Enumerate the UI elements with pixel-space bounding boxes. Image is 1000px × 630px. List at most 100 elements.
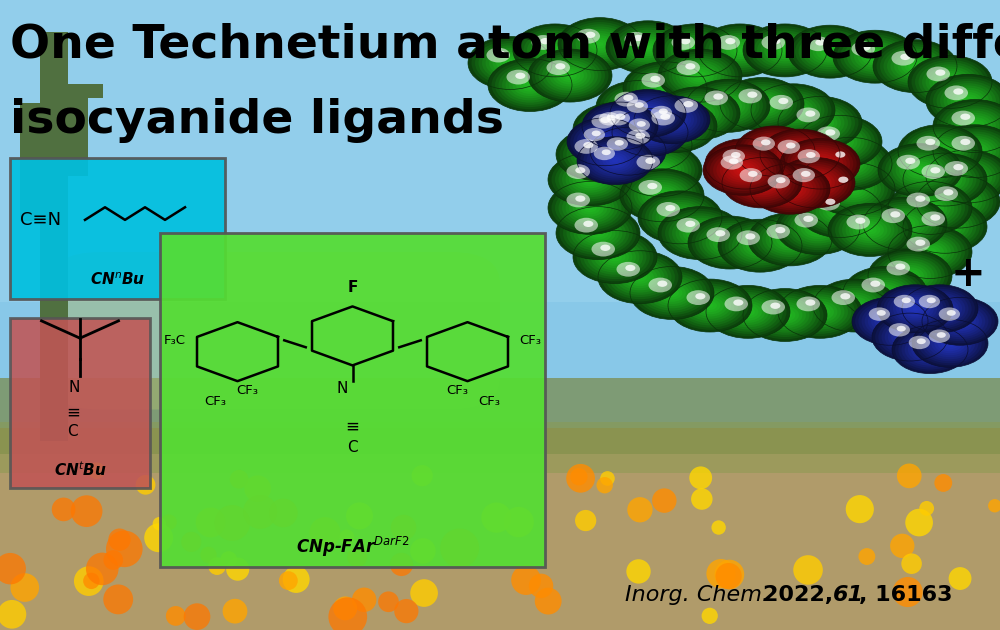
Circle shape <box>826 202 854 220</box>
Circle shape <box>601 248 629 266</box>
Circle shape <box>914 160 976 199</box>
Point <box>540 596 556 606</box>
Circle shape <box>690 227 710 240</box>
Circle shape <box>574 218 598 232</box>
Circle shape <box>778 140 800 154</box>
Circle shape <box>883 289 947 329</box>
Circle shape <box>792 105 848 140</box>
Circle shape <box>625 117 675 148</box>
Circle shape <box>868 249 952 302</box>
Circle shape <box>633 134 668 156</box>
Circle shape <box>637 101 714 151</box>
Circle shape <box>899 299 931 319</box>
Circle shape <box>851 42 875 56</box>
Bar <box>63 84 103 98</box>
Circle shape <box>540 38 550 44</box>
Point <box>275 508 291 518</box>
Circle shape <box>702 225 758 260</box>
Point <box>452 543 468 553</box>
Circle shape <box>658 193 666 198</box>
Circle shape <box>881 208 930 239</box>
Circle shape <box>565 22 635 66</box>
Circle shape <box>620 30 676 65</box>
Circle shape <box>923 180 993 224</box>
Circle shape <box>926 66 974 98</box>
Circle shape <box>917 341 943 358</box>
Circle shape <box>904 333 916 341</box>
Circle shape <box>790 145 850 183</box>
Circle shape <box>572 169 608 190</box>
Circle shape <box>603 85 673 129</box>
Circle shape <box>889 323 910 336</box>
Circle shape <box>668 279 752 332</box>
Circle shape <box>753 137 775 151</box>
Circle shape <box>798 185 882 238</box>
Bar <box>0 0 1000 428</box>
Circle shape <box>895 217 916 230</box>
Circle shape <box>935 306 985 337</box>
Circle shape <box>637 124 663 140</box>
Circle shape <box>668 56 732 96</box>
Circle shape <box>672 215 728 251</box>
Circle shape <box>908 336 952 364</box>
Circle shape <box>930 152 1000 200</box>
Circle shape <box>777 140 823 169</box>
Circle shape <box>944 161 992 192</box>
Circle shape <box>922 325 978 361</box>
Circle shape <box>679 220 721 246</box>
Circle shape <box>479 43 542 83</box>
Circle shape <box>644 101 700 137</box>
Circle shape <box>929 69 971 95</box>
Circle shape <box>626 64 704 113</box>
Bar <box>40 32 68 441</box>
Circle shape <box>615 143 641 159</box>
Circle shape <box>695 293 705 299</box>
Point <box>81 576 97 586</box>
Point <box>189 612 205 622</box>
Circle shape <box>786 142 796 149</box>
Circle shape <box>954 113 996 139</box>
Circle shape <box>926 205 934 210</box>
Circle shape <box>641 43 655 52</box>
Circle shape <box>772 149 778 153</box>
Circle shape <box>759 101 766 106</box>
Circle shape <box>866 199 944 248</box>
Circle shape <box>594 116 636 142</box>
Circle shape <box>662 286 682 300</box>
Circle shape <box>628 100 648 114</box>
Text: CNp-FAr$^{DarF2}$: CNp-FAr$^{DarF2}$ <box>296 535 409 559</box>
Circle shape <box>793 147 847 181</box>
Circle shape <box>665 54 735 98</box>
Circle shape <box>755 178 769 187</box>
Circle shape <box>626 130 650 144</box>
Point <box>317 527 333 537</box>
Circle shape <box>606 137 650 165</box>
Circle shape <box>585 104 655 148</box>
Text: CF₃: CF₃ <box>205 395 227 408</box>
Circle shape <box>555 158 625 202</box>
Circle shape <box>691 109 705 118</box>
Circle shape <box>682 65 718 86</box>
Circle shape <box>840 157 860 171</box>
Circle shape <box>530 35 580 66</box>
Circle shape <box>620 96 656 118</box>
Circle shape <box>950 111 1000 142</box>
Point <box>224 518 240 528</box>
Circle shape <box>555 63 565 69</box>
Circle shape <box>673 213 687 222</box>
Circle shape <box>934 173 956 186</box>
Circle shape <box>637 71 693 106</box>
Circle shape <box>774 43 796 57</box>
Circle shape <box>820 284 890 328</box>
Circle shape <box>757 297 813 333</box>
Circle shape <box>761 35 810 66</box>
Circle shape <box>678 39 712 61</box>
Circle shape <box>872 313 948 361</box>
Text: CF₃: CF₃ <box>479 395 501 408</box>
Circle shape <box>601 120 629 138</box>
Point <box>571 472 587 482</box>
Circle shape <box>782 48 788 53</box>
Circle shape <box>566 164 614 195</box>
Circle shape <box>852 297 928 345</box>
Circle shape <box>877 310 886 316</box>
